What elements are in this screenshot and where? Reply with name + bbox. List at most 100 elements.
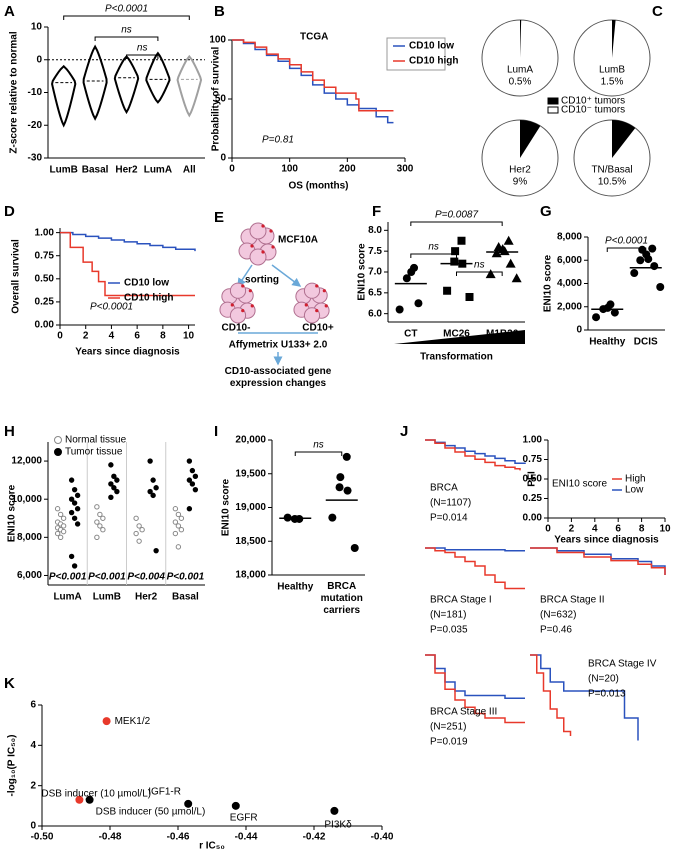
data-point	[147, 458, 153, 464]
violin	[113, 54, 140, 115]
y-tick-label: 50	[215, 94, 227, 105]
cd10-marker	[230, 303, 234, 307]
panel-text: P=0.013	[588, 689, 626, 700]
cd10-marker	[315, 284, 319, 288]
data-point	[343, 486, 352, 495]
y-axis-label: Z-score relative to normal	[9, 31, 20, 153]
x-tick-label: 8	[160, 331, 166, 342]
data-point	[175, 544, 182, 550]
y-tick-label: 0.00	[523, 513, 543, 524]
y-axis-label: ENI10 score	[7, 484, 18, 542]
annotation: ns	[313, 440, 324, 451]
survival-curve	[425, 547, 525, 552]
data-point	[485, 269, 496, 279]
value-label: 10.5%	[598, 177, 626, 188]
x-tick-label: 2	[569, 524, 575, 535]
data-point	[231, 801, 240, 810]
y-axis-label: -log₁₀(P IC₅₀)	[7, 735, 18, 797]
x-tick-label: 4	[592, 524, 598, 535]
point-label: IGF1-R	[148, 786, 181, 797]
survival-curve	[530, 654, 639, 741]
y-tick-label: 0.50	[523, 474, 543, 485]
panel-letter: D	[4, 203, 15, 220]
legend-swatch	[547, 97, 559, 105]
data-point	[450, 257, 459, 266]
panel-text: (N=1107)	[430, 498, 471, 509]
data-point	[108, 494, 114, 500]
x-tick-label: 0	[229, 164, 235, 175]
x-tick-label: DCIS	[634, 337, 658, 348]
x-tick-label: CT	[404, 329, 417, 340]
y-tick-label: 19,000	[235, 502, 266, 513]
x-axis-label: Transformation	[420, 352, 493, 363]
data-point	[75, 795, 84, 804]
panel-text: P=0.019	[430, 737, 468, 748]
data-point	[499, 246, 510, 256]
cd10-marker	[248, 289, 252, 293]
violin	[145, 51, 171, 104]
annotation: P=0.81	[262, 135, 294, 146]
data-point	[102, 717, 111, 726]
y-axis-label: ENI10 score	[357, 243, 368, 301]
data-point	[54, 530, 61, 537]
significance-bracket	[606, 247, 647, 252]
data-point	[330, 806, 339, 815]
data-point	[636, 256, 645, 265]
survival-curve	[530, 547, 666, 575]
x-tick-label: 0	[57, 331, 63, 342]
legend-label: CD10 high	[124, 293, 173, 304]
y-tick-label: 2,000	[557, 301, 582, 312]
data-point	[610, 308, 619, 317]
data-point	[68, 496, 75, 502]
data-point	[350, 544, 359, 552]
panel-text: BRCA Stage IV	[588, 659, 657, 670]
data-point	[186, 477, 193, 483]
y-tick-label: 8,000	[17, 532, 42, 543]
data-point	[335, 483, 344, 492]
data-point	[186, 506, 193, 512]
y-axis-label: PFI	[527, 471, 538, 487]
survival-curve	[425, 654, 525, 699]
y-tick-label: 4,000	[557, 278, 582, 289]
legend-box	[386, 37, 446, 71]
data-point	[451, 247, 460, 256]
y-tick-label: 20,000	[235, 435, 266, 446]
cd10-marker	[261, 224, 265, 228]
data-point	[656, 282, 665, 291]
y-tick-label: 8,000	[557, 232, 582, 243]
y-tick-label: 7.0	[368, 267, 382, 278]
legend-label: CD10 low	[409, 41, 454, 52]
platform-label: Affymetrix U133+ 2.0	[229, 340, 328, 351]
data-point	[94, 534, 100, 541]
data-point	[189, 467, 196, 474]
panel-letter: H	[4, 423, 15, 440]
legend-swatch	[54, 448, 62, 456]
data-point	[57, 511, 64, 518]
x-axis-label: OS (months)	[289, 181, 349, 192]
data-point	[648, 244, 657, 253]
data-point	[650, 262, 659, 271]
survival-curve	[530, 654, 572, 736]
panel-text: BRCA Stage III	[430, 707, 497, 718]
legend-title: ENI10 score	[552, 479, 607, 490]
y-tick-label: 0.25	[523, 493, 543, 504]
panel-letter: B	[214, 3, 225, 20]
y-tick-label: 0.75	[523, 454, 543, 465]
cd10-marker	[241, 309, 245, 313]
data-point	[407, 268, 416, 276]
y-tick-label: 100	[209, 35, 226, 46]
y-tick-label: 0.50	[35, 273, 55, 284]
annotation: P=0.0087	[435, 210, 479, 221]
data-point	[94, 519, 100, 525]
data-point	[108, 462, 114, 468]
data-point	[150, 477, 156, 483]
data-point	[147, 488, 153, 495]
cd10-marker	[304, 303, 308, 307]
data-point	[644, 255, 653, 264]
data-point	[54, 506, 61, 512]
pie-label: Her2	[509, 165, 531, 176]
panel-letter: I	[214, 423, 218, 440]
data-point	[175, 523, 182, 529]
p-value-label: P<0.001	[88, 572, 126, 583]
x-tick-label: LumB	[93, 592, 121, 603]
